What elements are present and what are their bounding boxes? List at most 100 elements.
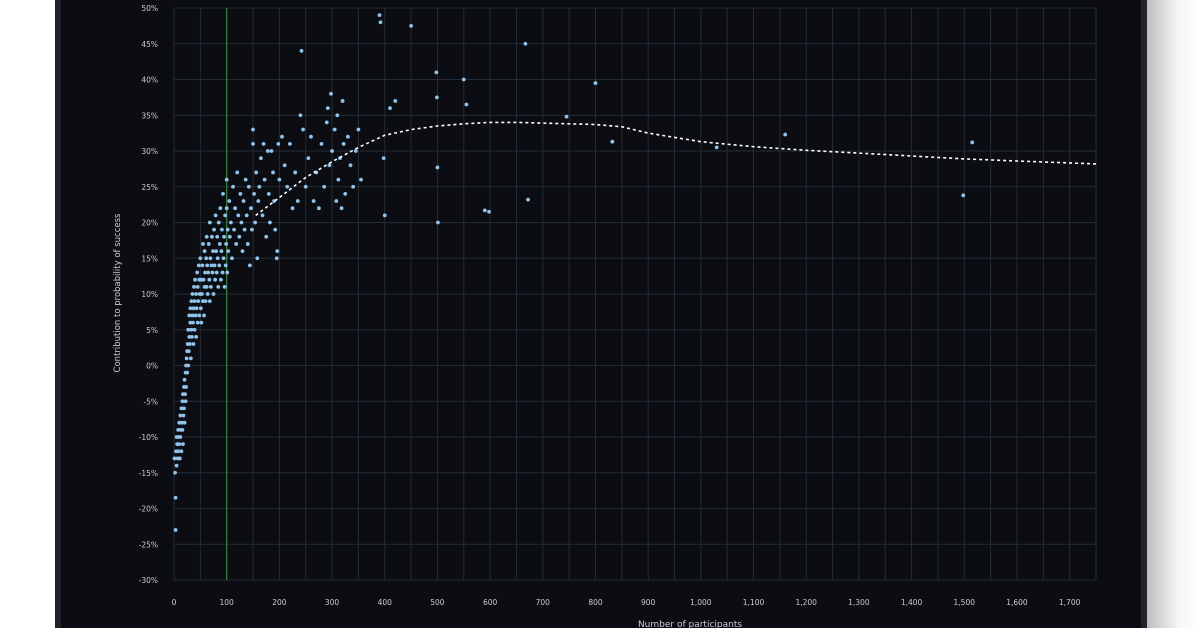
data-point xyxy=(179,449,184,454)
data-point xyxy=(273,227,278,232)
x-tick-label: 400 xyxy=(378,598,393,607)
page-background-shadow xyxy=(1147,0,1200,628)
data-point xyxy=(187,335,192,339)
data-point xyxy=(176,449,181,454)
data-point xyxy=(783,132,788,137)
data-point xyxy=(218,277,223,282)
data-point xyxy=(221,256,226,261)
data-point xyxy=(260,213,265,218)
data-point xyxy=(252,192,256,196)
data-point xyxy=(322,184,327,189)
data-point xyxy=(173,495,178,500)
data-point xyxy=(217,242,222,246)
data-point xyxy=(250,227,254,232)
data-point xyxy=(319,141,324,146)
data-point xyxy=(277,177,282,182)
data-point xyxy=(526,197,530,202)
data-point xyxy=(197,313,202,318)
data-point xyxy=(186,349,191,354)
device-frame-edge-right xyxy=(1141,0,1147,628)
data-point xyxy=(261,141,266,146)
y-tick-label: -30% xyxy=(139,576,158,585)
data-point xyxy=(235,170,240,175)
data-point xyxy=(193,277,197,282)
data-point xyxy=(247,263,252,268)
data-point xyxy=(269,149,274,153)
data-point xyxy=(207,220,212,225)
data-point xyxy=(245,242,250,246)
x-tick-label: 1,400 xyxy=(901,598,923,607)
y-tick-label: 25% xyxy=(141,183,158,192)
data-point xyxy=(309,134,313,139)
y-tick-label: 15% xyxy=(141,254,158,263)
data-point xyxy=(487,209,491,214)
y-tick-label: 10% xyxy=(141,290,158,299)
data-point xyxy=(381,156,386,161)
data-point xyxy=(198,306,203,311)
data-point xyxy=(303,184,308,189)
data-point xyxy=(259,156,263,161)
x-tick-labels: 0 100 200 300 400 500 600 700 800 900 1,000 1,100 1,… xyxy=(172,598,1081,607)
data-point xyxy=(523,41,528,46)
data-point xyxy=(332,127,337,132)
data-point xyxy=(182,377,187,382)
data-point xyxy=(205,263,210,268)
data-point xyxy=(181,413,186,418)
x-tick-label: 1,100 xyxy=(743,598,765,607)
x-tick-label: 200 xyxy=(272,598,287,607)
data-point xyxy=(359,177,363,182)
data-point xyxy=(218,206,223,211)
data-point xyxy=(224,177,229,182)
data-point xyxy=(183,392,187,396)
data-point xyxy=(436,220,440,225)
data-point xyxy=(482,208,487,213)
data-point xyxy=(191,320,195,325)
y-tick-label: 20% xyxy=(141,219,158,228)
data-point xyxy=(348,163,353,168)
data-point xyxy=(188,306,193,311)
data-point xyxy=(183,399,188,404)
y-tick-label: 30% xyxy=(141,147,158,156)
data-point xyxy=(353,149,358,153)
x-axis-label: Number of participants xyxy=(638,620,742,628)
data-point xyxy=(339,206,344,211)
data-point xyxy=(215,256,220,261)
data-point xyxy=(201,242,205,246)
data-point xyxy=(461,77,466,82)
x-tick-label: 300 xyxy=(325,598,340,607)
data-point xyxy=(186,363,191,368)
data-point xyxy=(222,234,226,239)
data-point xyxy=(593,81,598,85)
data-point xyxy=(187,342,192,346)
data-point xyxy=(201,299,205,304)
data-point xyxy=(200,292,204,296)
data-point xyxy=(190,292,195,296)
data-point xyxy=(288,141,292,146)
data-point xyxy=(212,263,217,268)
data-point xyxy=(206,270,211,275)
device-frame-edge-left xyxy=(55,0,61,628)
data-point xyxy=(246,184,251,189)
x-tick-label: 1,600 xyxy=(1006,598,1028,607)
y-tick-label: 0% xyxy=(146,362,158,371)
x-tick-label: 700 xyxy=(536,598,551,607)
data-point xyxy=(177,420,182,425)
data-point xyxy=(233,206,238,211)
data-point xyxy=(378,20,383,25)
data-point xyxy=(229,220,233,225)
data-point xyxy=(230,256,234,261)
data-point xyxy=(195,284,200,289)
data-point xyxy=(189,299,194,304)
data-point xyxy=(251,127,255,132)
x-tick-label: 1,300 xyxy=(848,598,870,607)
data-point xyxy=(464,102,469,107)
data-point xyxy=(193,313,198,318)
data-point xyxy=(285,184,290,189)
data-point xyxy=(177,456,182,461)
x-tick-label: 1,000 xyxy=(690,598,712,607)
data-point xyxy=(198,256,203,261)
data-point xyxy=(182,420,187,425)
data-point xyxy=(177,442,182,447)
data-point xyxy=(334,199,339,203)
data-point xyxy=(208,284,213,289)
